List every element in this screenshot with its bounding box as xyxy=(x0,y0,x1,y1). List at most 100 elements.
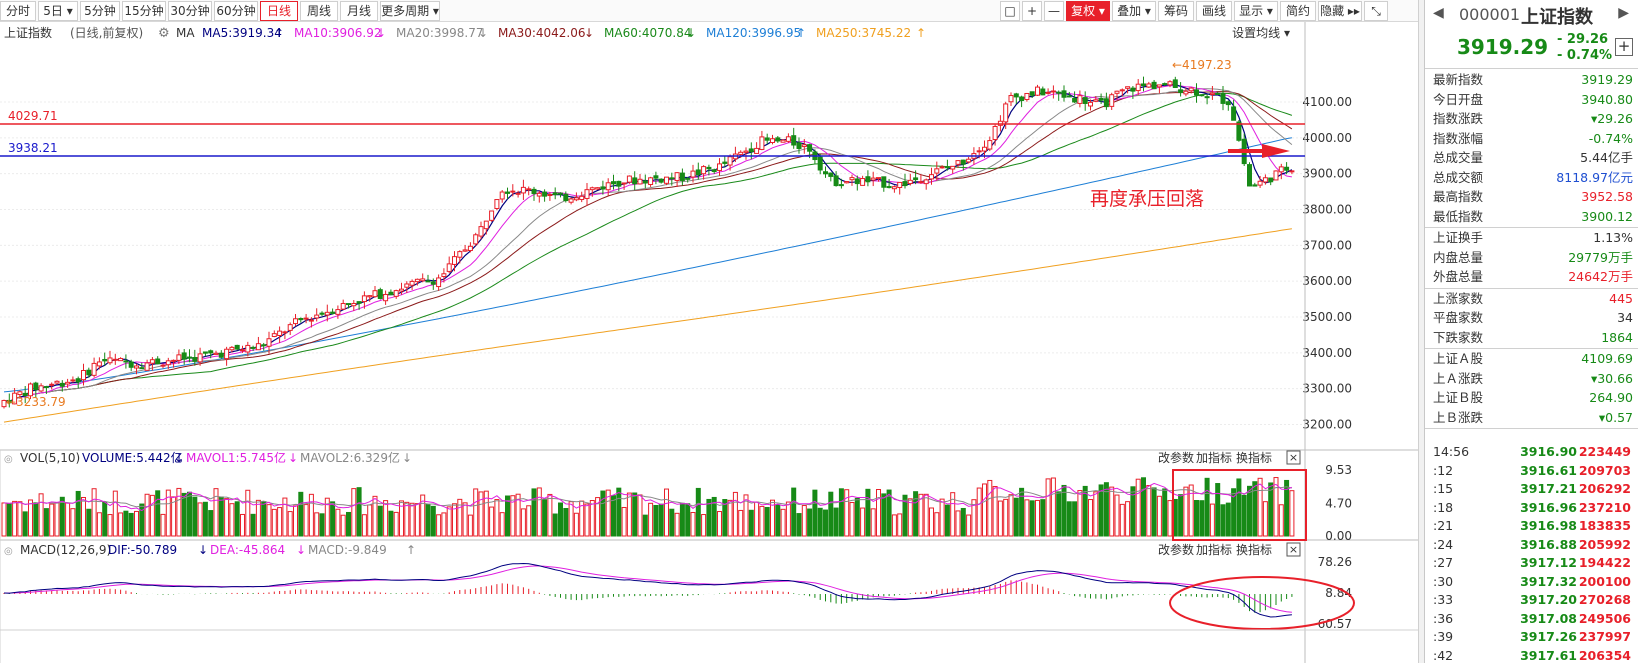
candle-body xyxy=(266,338,272,347)
candle-body xyxy=(102,358,108,362)
candle-body xyxy=(1119,89,1125,92)
volume-bar xyxy=(902,494,908,537)
candle-body xyxy=(950,165,956,170)
volume-bar xyxy=(642,514,648,537)
period-button-0[interactable]: 分时 xyxy=(0,1,36,21)
candle-body xyxy=(690,170,696,178)
divider xyxy=(1425,287,1638,289)
candle-body xyxy=(346,303,351,306)
period-button-6[interactable]: 日线 xyxy=(260,1,298,21)
next-arrow-icon[interactable]: ▶ xyxy=(1618,5,1629,21)
candle-body xyxy=(701,166,707,175)
volume-bar xyxy=(81,496,86,537)
panel-splitter[interactable] xyxy=(1418,0,1424,663)
period-button-5[interactable]: 60分钟 xyxy=(214,1,258,21)
volume-bar xyxy=(1194,500,1199,537)
volume-bar xyxy=(1247,485,1252,537)
chart-background xyxy=(0,22,1418,663)
close-pane-icon[interactable] xyxy=(1286,450,1301,465)
volume-bar xyxy=(1167,500,1173,537)
candle-body xyxy=(43,386,49,389)
volume-bar xyxy=(547,493,553,537)
volume-bar xyxy=(929,507,934,537)
set-ma-button: 设置均线 ▾ xyxy=(1232,26,1290,40)
period-button-1[interactable]: 5日 ▾ xyxy=(38,1,78,21)
volume-bar xyxy=(876,489,881,537)
tick-time: :24 xyxy=(1433,536,1454,552)
candle-body xyxy=(367,295,373,298)
toolbar-right-button-5[interactable]: 筹码 xyxy=(1158,1,1194,21)
candle-body xyxy=(854,178,860,185)
quote-row-label: 最高指数 xyxy=(1433,189,1484,204)
ma-trend-arrow: ↑ xyxy=(916,26,926,40)
price-axis-label: 3600.00 xyxy=(1302,274,1352,288)
candle-body xyxy=(987,140,993,150)
price-axis-label: 3900.00 xyxy=(1302,167,1352,181)
volume-bar xyxy=(372,495,378,537)
candle-body xyxy=(1019,96,1025,102)
volume-bar xyxy=(1061,484,1067,537)
quote-panel: ◀ 000001 上证指数 ▶ 3919.29 - 29.26 - 0.74% … xyxy=(1424,0,1638,663)
volume-bar xyxy=(409,502,415,537)
candle-body xyxy=(902,181,908,187)
period-button-8[interactable]: 月线 xyxy=(340,1,378,21)
tick-price: 3916.98 xyxy=(1520,518,1577,533)
kline-chart[interactable]: 4100.00 4000.00 3900.00 3800.00 3700.00 3600.… xyxy=(0,22,1418,663)
toolbar-right-button-7[interactable]: 显示 ▾ xyxy=(1234,1,1278,21)
volume-bar xyxy=(139,503,145,537)
volume-bar xyxy=(213,488,219,537)
price-axis-label: 3300.00 xyxy=(1302,382,1352,396)
volume-bar xyxy=(552,513,558,537)
candle-body xyxy=(913,177,919,181)
volume-bar xyxy=(600,490,606,537)
ma-legend-item: MA120:3996.95 xyxy=(706,26,801,40)
toolbar-right-button-4[interactable]: 叠加 ▾ xyxy=(1112,1,1156,21)
candle-body xyxy=(361,295,367,303)
volume-bar xyxy=(732,491,738,537)
candle-body xyxy=(187,356,192,359)
volume-bar xyxy=(621,506,627,537)
volume-bar xyxy=(1183,486,1189,537)
quote-row-label: 上涨家数 xyxy=(1433,290,1484,306)
toolbar-right-button-6[interactable]: 画线 xyxy=(1196,1,1232,21)
volume-bar xyxy=(838,488,844,537)
volume-bar xyxy=(499,512,505,537)
toolbar-right-button-8[interactable]: 简约 xyxy=(1280,1,1316,21)
candle-body xyxy=(467,245,473,252)
back-arrow-icon[interactable]: ◀ xyxy=(1433,5,1444,21)
price-axis-label: 3400.00 xyxy=(1302,346,1352,360)
volume-bar xyxy=(860,507,866,537)
candle-body xyxy=(1141,83,1146,87)
period-button-3[interactable]: 15分钟 xyxy=(122,1,166,21)
close-pane-icon[interactable] xyxy=(1286,542,1301,557)
candle-body xyxy=(277,330,283,336)
toolbar-right-button-0[interactable]: □ xyxy=(1000,1,1020,21)
candle-body xyxy=(992,125,998,141)
volume-bar xyxy=(1119,503,1125,537)
period-button-4[interactable]: 30分钟 xyxy=(168,1,212,21)
toolbar-right-button-10[interactable]: ⤡ xyxy=(1364,1,1388,21)
quote-row-value: -0.74% xyxy=(1588,130,1633,146)
candle-body xyxy=(351,302,357,307)
candle-body xyxy=(1035,86,1040,96)
candle-body xyxy=(139,367,145,370)
toolbar-right-button-3[interactable]: 复权 ▾ xyxy=(1066,1,1110,21)
tick-volume: 237210 xyxy=(1578,499,1631,515)
volume-bar xyxy=(414,503,420,537)
toolbar-right-button-9[interactable]: 隐藏 ▸▸ xyxy=(1318,1,1362,21)
volume-bar xyxy=(43,508,49,537)
toolbar-right-button-1[interactable]: + xyxy=(1022,1,1042,21)
candle-body xyxy=(22,392,28,396)
candle-body xyxy=(340,302,346,310)
period-button-9[interactable]: 更多周期 ▾ xyxy=(380,1,440,21)
toolbar-right-button-2[interactable]: — xyxy=(1044,1,1064,21)
period-button-2[interactable]: 5分钟 xyxy=(80,1,120,21)
candle-body xyxy=(1,399,7,408)
vol-trend-arrow: ↓ xyxy=(402,451,412,465)
volume-bar xyxy=(833,507,839,537)
period-button-7[interactable]: 周线 xyxy=(300,1,338,21)
tick-row: :12 3916.61 209703 xyxy=(1425,461,1638,481)
add-watchlist-icon[interactable]: + xyxy=(1615,38,1633,56)
volume-bar xyxy=(520,508,526,537)
